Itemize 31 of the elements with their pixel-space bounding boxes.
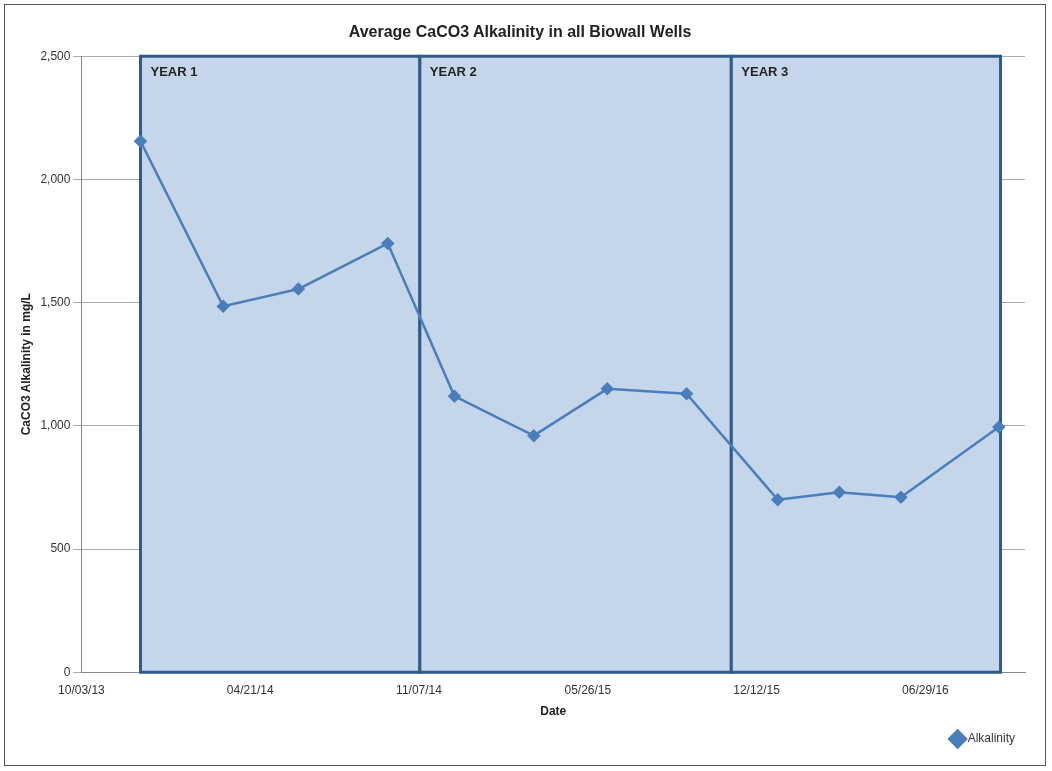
point [134, 134, 147, 148]
x-tick-label: 11/07/14 [396, 682, 443, 697]
band-label: YEAR 3 [741, 64, 789, 80]
y-tick-label: 2,500 [40, 48, 71, 63]
x-tick-label: 10/03/13 [58, 682, 106, 697]
band-label: YEAR 1 [150, 64, 198, 80]
x-tick-label: 05/26/15 [564, 682, 612, 697]
y-axis-title: CaCO3 Alkalinity in mg/L [18, 293, 33, 436]
point [292, 282, 305, 296]
point [527, 429, 541, 442]
x-tick-label: 04/21/14 [226, 682, 274, 697]
point [833, 486, 846, 499]
point [381, 237, 395, 250]
point [600, 382, 614, 396]
y-tick-label: 1,000 [40, 418, 71, 433]
point [216, 300, 230, 313]
point [448, 389, 461, 403]
y-tick-label: 2,000 [40, 171, 71, 186]
legend-label: Alkalinity [967, 731, 1016, 746]
y-tick-label: 1,500 [40, 294, 71, 309]
y-tick-label: 0 [63, 664, 71, 679]
y-tick-label: 500 [50, 541, 71, 556]
x-tick-label: 12/12/15 [733, 682, 781, 697]
point [680, 387, 693, 401]
x-axis-title: Date [540, 704, 567, 719]
point [771, 493, 784, 506]
band-label: YEAR 2 [429, 64, 477, 80]
point [992, 420, 1006, 434]
point [894, 491, 908, 504]
chart-title: Average CaCO3 Alkalinity in all Biowall Wells [348, 23, 692, 41]
x-tick-label: 06/29/16 [902, 682, 950, 697]
